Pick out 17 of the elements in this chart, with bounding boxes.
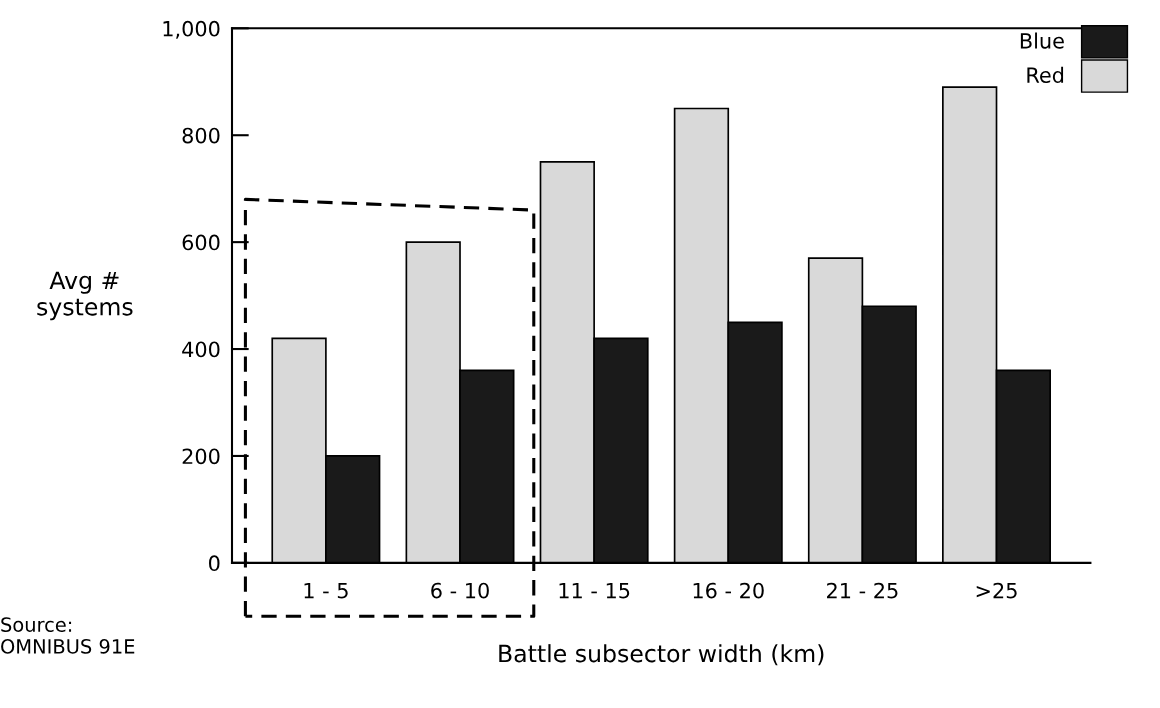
y-tick-label: 600 (182, 234, 220, 251)
legend-label: Red (1027, 66, 1064, 83)
legend-label: Blue (1020, 32, 1064, 49)
x-tick-label: 1 - 5 (304, 582, 348, 599)
y-tick-label: 400 (182, 341, 220, 358)
y-axis-title: Avg # systems (37, 271, 133, 321)
y-tick-label: 800 (182, 127, 220, 144)
x-tick-label: 6 - 10 (431, 582, 489, 599)
source-note: Source: OMNIBUS 91E (1, 617, 135, 654)
x-tick-label: >25 (976, 582, 1017, 599)
y-tick-label: 200 (182, 448, 220, 465)
y-tick-label: 0 (209, 555, 220, 572)
x-tick-label: 21 - 25 (827, 582, 898, 599)
x-tick-label: 16 - 20 (693, 582, 764, 599)
x-tick-label: 11 - 15 (559, 582, 630, 599)
x-axis-title: Battle subsector width (km) (499, 644, 824, 666)
y-tick-label: 1,000 (163, 20, 220, 39)
